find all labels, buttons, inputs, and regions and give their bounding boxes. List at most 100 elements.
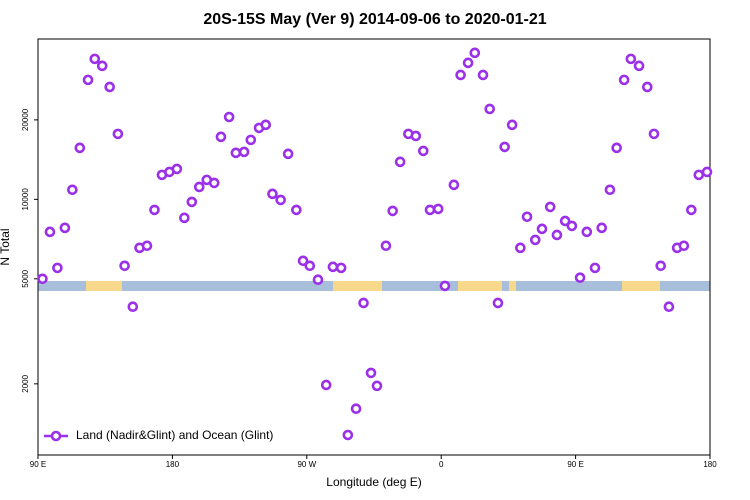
- y-tick-label: 5000: [21, 269, 30, 287]
- point: [260, 119, 272, 131]
- point: [589, 262, 601, 274]
- point: [44, 226, 56, 238]
- y-tick-label: 20000: [21, 108, 30, 131]
- point: [297, 255, 309, 267]
- point: [618, 74, 630, 86]
- point: [208, 177, 220, 189]
- x-tick-label: 90 W: [297, 460, 316, 469]
- point: [648, 128, 660, 140]
- point: [350, 403, 362, 414]
- point: [529, 234, 541, 246]
- point: [52, 262, 63, 274]
- point: [291, 204, 302, 216]
- x-tick-label: 90 E: [567, 460, 583, 469]
- point: [625, 53, 637, 65]
- point: [179, 212, 190, 224]
- point: [678, 240, 690, 252]
- point: [320, 379, 332, 391]
- point: [574, 272, 586, 283]
- point: [186, 196, 198, 208]
- point: [410, 130, 422, 142]
- point: [89, 53, 101, 65]
- point: [365, 367, 377, 379]
- point: [127, 301, 139, 312]
- point: [335, 262, 347, 274]
- point: [193, 181, 205, 193]
- point: [469, 47, 481, 59]
- point: [515, 242, 526, 254]
- point: [566, 220, 578, 232]
- point: [424, 204, 436, 216]
- legend-marker: [50, 430, 62, 442]
- y-tick-label: 2000: [21, 374, 30, 392]
- point: [380, 240, 392, 252]
- point: [536, 223, 548, 235]
- point: [104, 81, 115, 93]
- point: [693, 169, 705, 181]
- point: [455, 69, 466, 81]
- point: [394, 156, 406, 168]
- point: [686, 204, 697, 216]
- point: [484, 103, 496, 115]
- x-tick-label: 90 E: [30, 460, 46, 469]
- point: [327, 261, 339, 273]
- point: [74, 142, 86, 154]
- point: [312, 274, 324, 286]
- point: [119, 260, 130, 272]
- point: [171, 163, 183, 175]
- point: [432, 203, 444, 215]
- point: [387, 205, 398, 217]
- land-band: [333, 281, 382, 291]
- point: [477, 69, 489, 81]
- land-band: [509, 281, 516, 291]
- land-band: [458, 281, 502, 291]
- point: [641, 81, 653, 93]
- point: [581, 226, 593, 238]
- point: [82, 74, 94, 86]
- point: [267, 188, 278, 200]
- y-axis-label: N Total: [0, 228, 12, 265]
- point: [342, 429, 354, 441]
- surface-band: [38, 281, 710, 291]
- point: [596, 222, 608, 234]
- y-tick-label: 10000: [21, 188, 30, 211]
- land-band: [86, 281, 122, 291]
- point: [417, 145, 429, 157]
- point: [141, 240, 153, 252]
- x-axis-label: Longitude (deg E): [326, 475, 421, 489]
- point: [551, 229, 563, 241]
- point: [559, 215, 571, 227]
- point: [230, 147, 242, 159]
- x-tick-label: 180: [703, 460, 717, 469]
- point: [282, 148, 294, 160]
- point: [215, 131, 227, 143]
- point: [521, 211, 533, 223]
- point: [112, 128, 124, 140]
- point: [544, 201, 556, 213]
- x-tick-label: 180: [166, 460, 180, 469]
- point: [59, 222, 71, 234]
- point: [37, 273, 48, 285]
- chart-title: 20S-15S May (Ver 9) 2014-09-06 to 2020-0…: [203, 11, 546, 28]
- point: [633, 60, 645, 72]
- series: [37, 47, 713, 441]
- point: [358, 297, 369, 309]
- point: [304, 260, 316, 272]
- point: [238, 146, 250, 158]
- point: [96, 60, 108, 72]
- plot-frame: [37, 38, 711, 456]
- point: [245, 134, 257, 146]
- point: [701, 166, 713, 178]
- point: [492, 297, 504, 309]
- point: [67, 184, 78, 196]
- point: [448, 179, 460, 191]
- point: [506, 119, 518, 131]
- point: [275, 194, 286, 206]
- land-band: [622, 281, 660, 291]
- point: [611, 142, 622, 154]
- legend-label: Land (Nadir&Glint) and Ocean (Glint): [76, 428, 273, 442]
- x-tick-label: 0: [439, 460, 444, 469]
- point: [371, 380, 383, 392]
